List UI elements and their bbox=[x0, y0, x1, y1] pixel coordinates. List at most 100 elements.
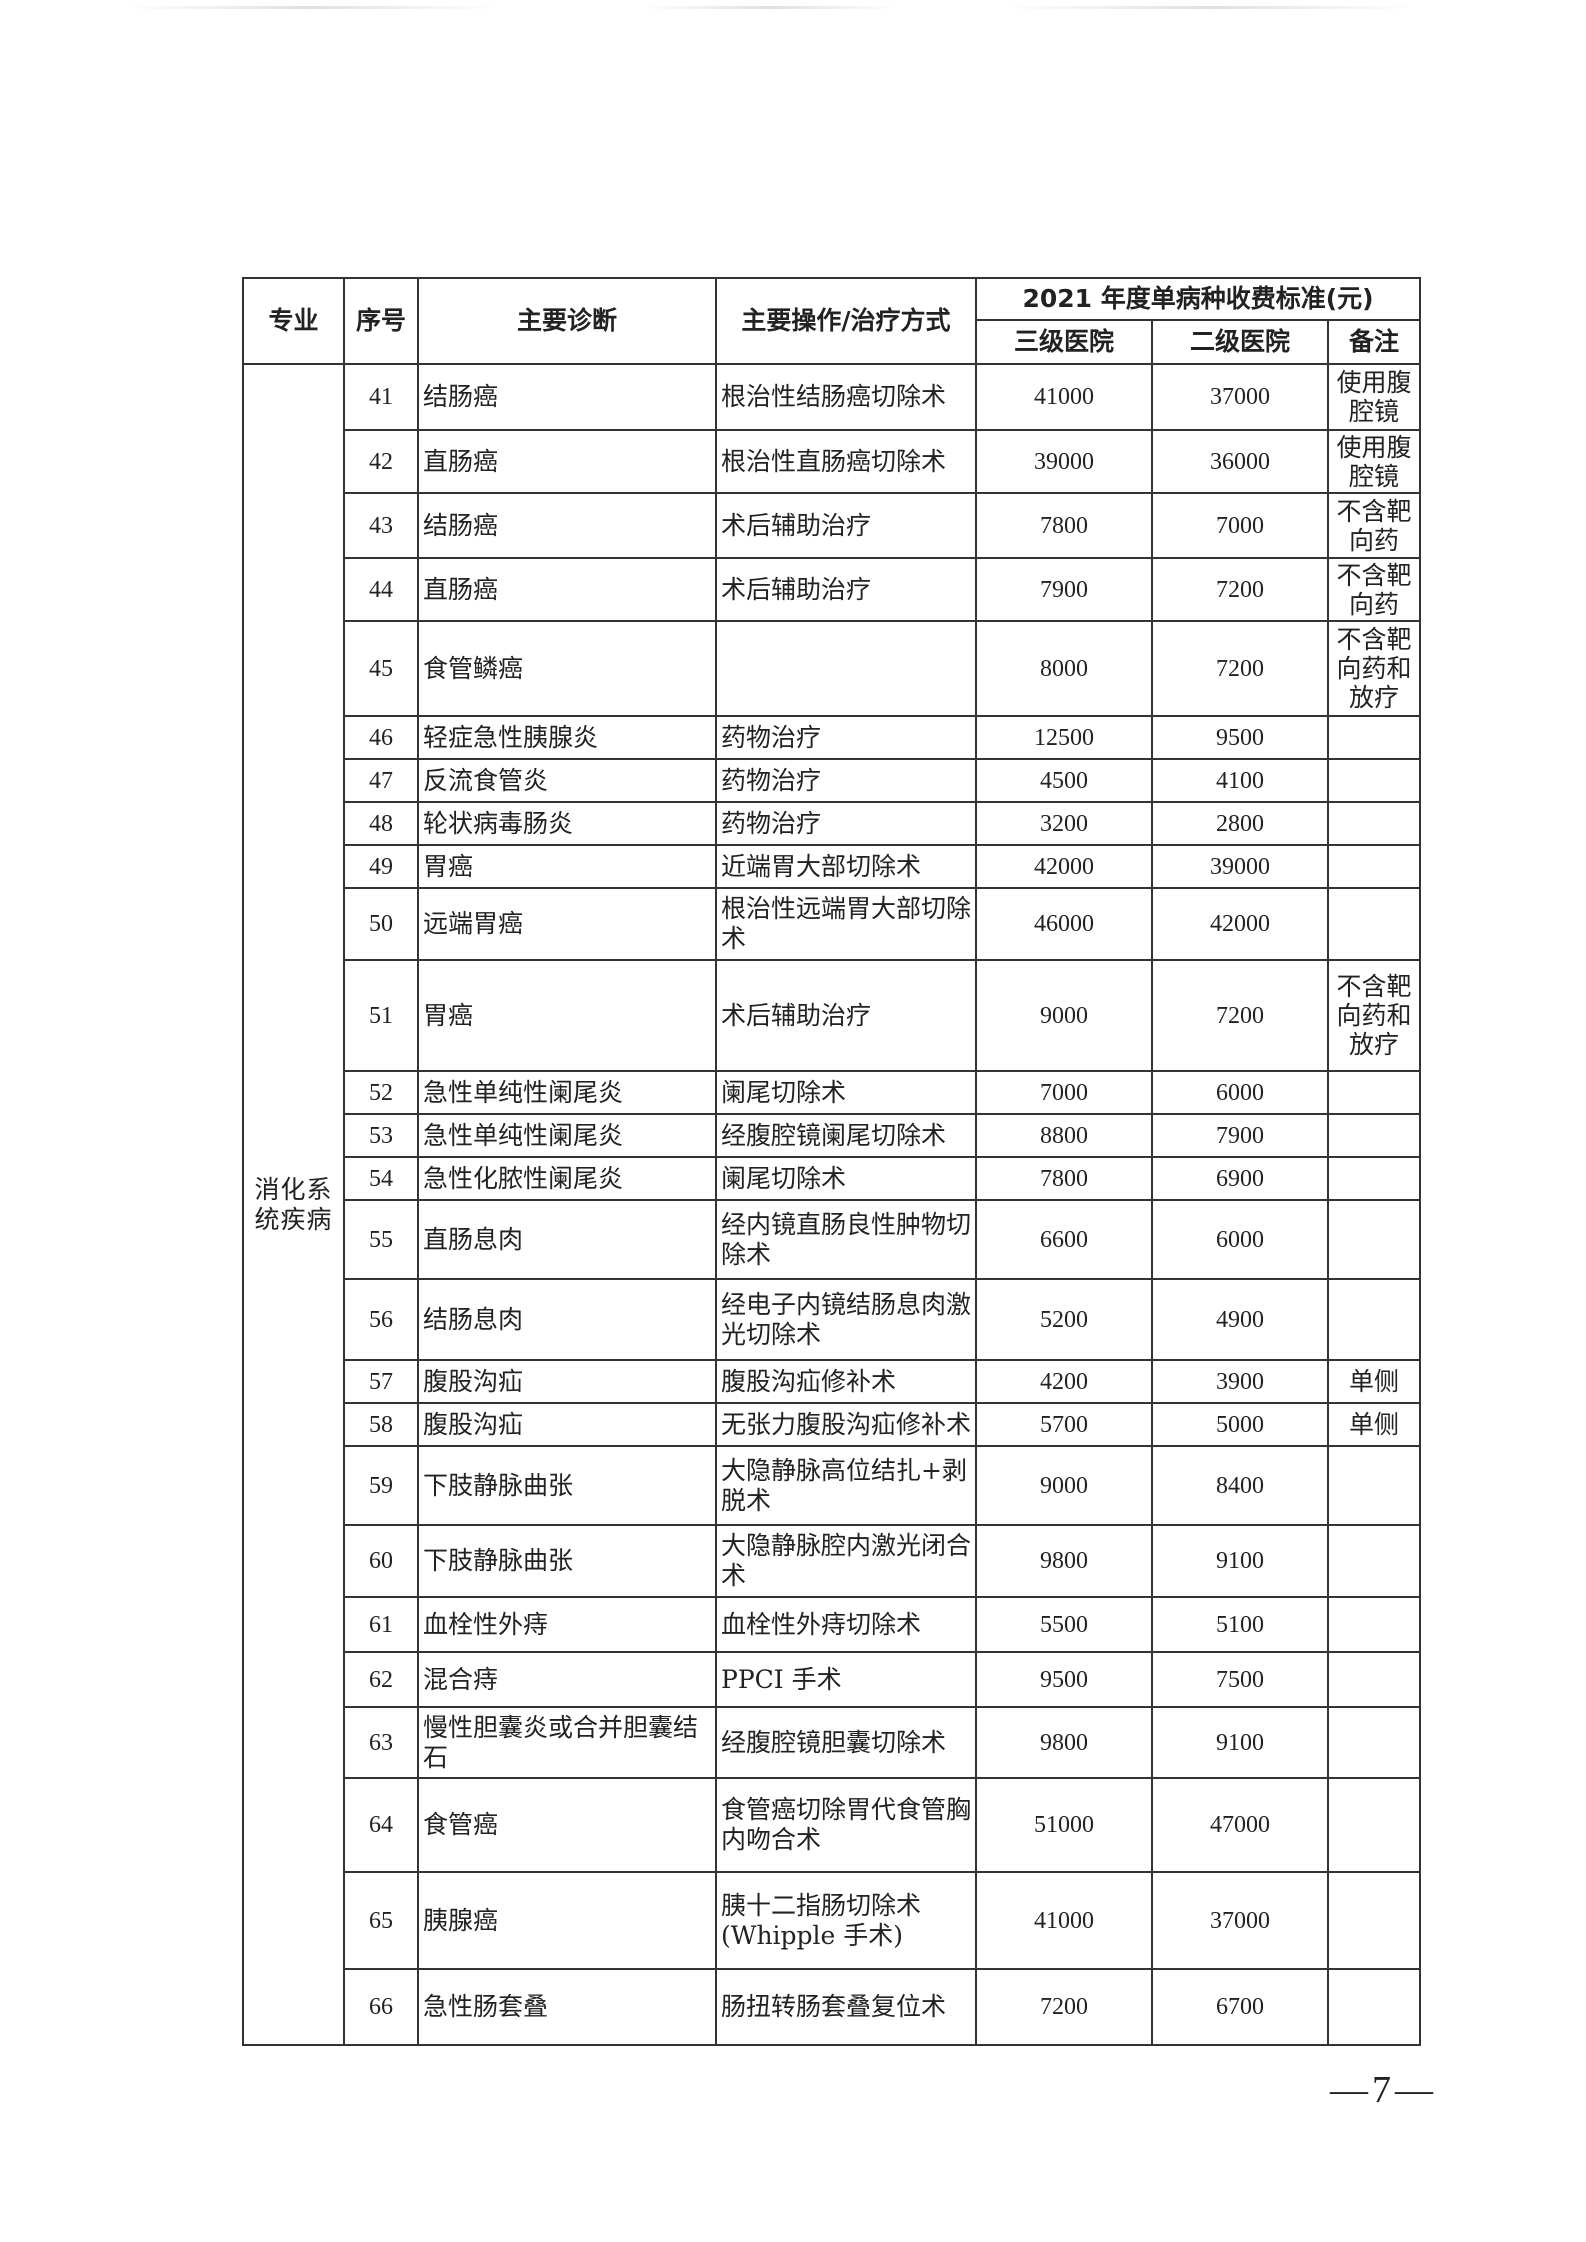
tier2-fee-cell: 6000 bbox=[1151, 1070, 1329, 1115]
scan-artifact bbox=[120, 6, 500, 9]
diagnosis-cell: 轻症急性胰腺炎 bbox=[417, 715, 717, 760]
tier2-fee-cell: 36000 bbox=[1151, 429, 1329, 494]
seq-cell: 50 bbox=[343, 887, 419, 961]
note-cell bbox=[1326, 1156, 1422, 1201]
header-tier2: 二级医院 bbox=[1151, 319, 1329, 365]
tier3-fee-cell: 9800 bbox=[975, 1524, 1153, 1598]
tier3-fee-cell: 5700 bbox=[975, 1402, 1153, 1447]
operation-cell: 腹股沟疝修补术 bbox=[715, 1359, 977, 1404]
tier2-fee-cell: 6900 bbox=[1151, 1156, 1329, 1201]
operation-cell: 药物治疗 bbox=[715, 801, 977, 846]
operation-cell: 经腹腔镜胆囊切除术 bbox=[715, 1706, 977, 1779]
table-row: 53 急性单纯性阑尾炎 经腹腔镜阑尾切除术 8800 7900 bbox=[243, 1113, 1422, 1158]
diagnosis-cell: 急性单纯性阑尾炎 bbox=[417, 1113, 717, 1158]
diagnosis-cell: 腹股沟疝 bbox=[417, 1402, 717, 1447]
note-cell: 不含靶向药 bbox=[1326, 492, 1422, 559]
tier2-fee-cell: 47000 bbox=[1151, 1777, 1329, 1873]
diagnosis-cell: 慢性胆囊炎或合并胆囊结石 bbox=[417, 1706, 717, 1779]
note-cell: 使用腹腔镜 bbox=[1326, 429, 1422, 494]
diagnosis-cell: 结肠癌 bbox=[417, 492, 717, 559]
diagnosis-cell: 下肢静脉曲张 bbox=[417, 1524, 717, 1598]
seq-cell: 60 bbox=[343, 1524, 419, 1598]
table-row: 49 胃癌 近端胃大部切除术 42000 39000 bbox=[243, 844, 1422, 889]
table-row: 54 急性化脓性阑尾炎 阑尾切除术 7800 6900 bbox=[243, 1156, 1422, 1201]
operation-cell: 根治性结肠癌切除术 bbox=[715, 363, 977, 431]
operation-cell: 大隐静脉高位结扎+剥脱术 bbox=[715, 1445, 977, 1526]
operation-cell: 胰十二指肠切除术(Whipple 手术) bbox=[715, 1871, 977, 1970]
operation-cell: 术后辅助治疗 bbox=[715, 959, 977, 1072]
diagnosis-cell: 血栓性外痔 bbox=[417, 1596, 717, 1653]
tier3-fee-cell: 7800 bbox=[975, 1156, 1153, 1201]
tier2-fee-cell: 7900 bbox=[1151, 1113, 1329, 1158]
table-row: 43 结肠癌 术后辅助治疗 7800 7000 不含靶向药 bbox=[243, 492, 1422, 559]
seq-cell: 64 bbox=[343, 1777, 419, 1873]
seq-cell: 61 bbox=[343, 1596, 419, 1653]
operation-cell: PPCI 手术 bbox=[715, 1651, 977, 1708]
tier3-fee-cell: 3200 bbox=[975, 801, 1153, 846]
seq-cell: 62 bbox=[343, 1651, 419, 1708]
table-row: 50 远端胃癌 根治性远端胃大部切除术 46000 42000 bbox=[243, 887, 1422, 961]
tier2-fee-cell: 42000 bbox=[1151, 887, 1329, 961]
tier3-fee-cell: 7800 bbox=[975, 492, 1153, 559]
operation-cell: 肠扭转肠套叠复位术 bbox=[715, 1968, 977, 2046]
seq-cell: 48 bbox=[343, 801, 419, 846]
seq-cell: 45 bbox=[343, 620, 419, 717]
operation-cell: 无张力腹股沟疝修补术 bbox=[715, 1402, 977, 1447]
table-row: 63 慢性胆囊炎或合并胆囊结石 经腹腔镜胆囊切除术 9800 9100 bbox=[243, 1706, 1422, 1779]
operation-cell: 根治性直肠癌切除术 bbox=[715, 429, 977, 494]
seq-cell: 49 bbox=[343, 844, 419, 889]
tier2-fee-cell: 3900 bbox=[1151, 1359, 1329, 1404]
note-cell bbox=[1326, 1777, 1422, 1873]
header-diagnosis: 主要诊断 bbox=[417, 277, 717, 365]
note-cell: 不含靶向药 bbox=[1326, 557, 1422, 622]
diagnosis-cell: 轮状病毒肠炎 bbox=[417, 801, 717, 846]
diagnosis-cell: 腹股沟疝 bbox=[417, 1359, 717, 1404]
tier3-fee-cell: 7000 bbox=[975, 1070, 1153, 1115]
note-cell bbox=[1326, 1113, 1422, 1158]
note-cell bbox=[1326, 1871, 1422, 1970]
tier3-fee-cell: 9000 bbox=[975, 959, 1153, 1072]
tier3-fee-cell: 5200 bbox=[975, 1278, 1153, 1361]
seq-cell: 43 bbox=[343, 492, 419, 559]
note-cell: 单侧 bbox=[1326, 1402, 1422, 1447]
table-row: 57 腹股沟疝 腹股沟疝修补术 4200 3900 单侧 bbox=[243, 1359, 1422, 1404]
operation-cell: 经内镜直肠良性肿物切除术 bbox=[715, 1199, 977, 1280]
diagnosis-cell: 食管鳞癌 bbox=[417, 620, 717, 717]
note-cell: 使用腹腔镜 bbox=[1326, 363, 1422, 431]
header-tier3: 三级医院 bbox=[975, 319, 1153, 365]
table-row: 66 急性肠套叠 肠扭转肠套叠复位术 7200 6700 bbox=[243, 1968, 1422, 2046]
header-fee-group: 2021 年度单病种收费标准(元) bbox=[974, 277, 1422, 321]
operation-cell: 药物治疗 bbox=[715, 758, 977, 803]
tier3-fee-cell: 9500 bbox=[975, 1651, 1153, 1708]
table-row: 56 结肠息肉 经电子内镜结肠息肉激光切除术 5200 4900 bbox=[243, 1278, 1422, 1361]
operation-cell: 血栓性外痔切除术 bbox=[715, 1596, 977, 1653]
table-row: 45 食管鳞癌 8000 7200 不含靶向药和放疗 bbox=[243, 620, 1422, 717]
tier3-fee-cell: 41000 bbox=[975, 363, 1153, 431]
seq-cell: 55 bbox=[343, 1199, 419, 1280]
note-cell bbox=[1326, 715, 1422, 760]
table-row: 58 腹股沟疝 无张力腹股沟疝修补术 5700 5000 单侧 bbox=[243, 1402, 1422, 1447]
diagnosis-cell: 反流食管炎 bbox=[417, 758, 717, 803]
note-cell bbox=[1326, 887, 1422, 961]
seq-cell: 51 bbox=[343, 959, 419, 1072]
seq-cell: 54 bbox=[343, 1156, 419, 1201]
tier3-fee-cell: 7900 bbox=[975, 557, 1153, 622]
table-row: 51 胃癌 术后辅助治疗 9000 7200 不含靶向药和放疗 bbox=[243, 959, 1422, 1072]
diagnosis-cell: 下肢静脉曲张 bbox=[417, 1445, 717, 1526]
tier2-fee-cell: 7500 bbox=[1151, 1651, 1329, 1708]
table-row: 42 直肠癌 根治性直肠癌切除术 39000 36000 使用腹腔镜 bbox=[243, 429, 1422, 494]
operation-cell bbox=[715, 620, 977, 717]
tier2-fee-cell: 9100 bbox=[1151, 1524, 1329, 1598]
seq-cell: 59 bbox=[343, 1445, 419, 1526]
scan-artifact bbox=[1000, 6, 1420, 9]
tier2-fee-cell: 9100 bbox=[1151, 1706, 1329, 1779]
tier2-fee-cell: 7000 bbox=[1151, 492, 1329, 559]
diagnosis-cell: 急性单纯性阑尾炎 bbox=[417, 1070, 717, 1115]
tier3-fee-cell: 46000 bbox=[975, 887, 1153, 961]
note-cell bbox=[1326, 844, 1422, 889]
seq-cell: 42 bbox=[343, 429, 419, 494]
note-cell bbox=[1326, 1706, 1422, 1779]
tier3-fee-cell: 8800 bbox=[975, 1113, 1153, 1158]
diagnosis-cell: 混合痔 bbox=[417, 1651, 717, 1708]
tier2-fee-cell: 39000 bbox=[1151, 844, 1329, 889]
